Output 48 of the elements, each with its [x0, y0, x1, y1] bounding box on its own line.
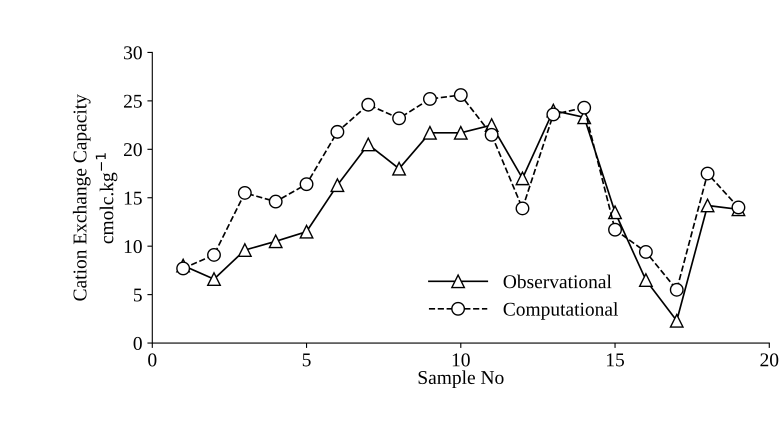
y-tick-label: 5 — [134, 288, 142, 302]
y-tick-label: 15 — [124, 192, 142, 205]
legend-label: Computational — [504, 302, 618, 320]
point — [670, 314, 684, 328]
point — [454, 126, 468, 140]
point — [608, 205, 622, 220]
x-tick-label: 15 — [607, 353, 624, 366]
x-tick-label: 0 — [148, 353, 156, 366]
point — [330, 178, 344, 192]
point — [300, 177, 314, 192]
point — [577, 100, 592, 115]
y-tick-label: 20 — [124, 143, 142, 156]
y-tick-label: 10 — [124, 240, 142, 254]
point — [422, 126, 437, 140]
point — [546, 107, 560, 122]
point — [516, 201, 530, 216]
point — [608, 222, 622, 237]
point — [207, 248, 221, 262]
point — [638, 273, 653, 288]
point — [176, 262, 190, 276]
point — [330, 124, 344, 139]
x-tick-label: 5 — [302, 354, 311, 366]
legend-label: Observational — [504, 274, 612, 288]
y-tick-label: 0 — [134, 336, 142, 350]
x-axis-title: Sample No — [418, 370, 504, 388]
point — [392, 162, 406, 176]
point — [238, 186, 252, 200]
x-tick-label: 20 — [760, 353, 778, 366]
point — [700, 198, 715, 212]
point — [392, 111, 406, 126]
point — [638, 245, 653, 259]
point — [238, 243, 252, 257]
point — [361, 98, 376, 112]
y-tick-label: 30 — [124, 46, 142, 60]
point — [670, 282, 684, 297]
point — [300, 224, 314, 239]
point — [484, 128, 499, 142]
x-tick-label: 10 — [452, 353, 470, 366]
point — [454, 88, 468, 102]
point — [268, 234, 283, 248]
point — [422, 92, 437, 106]
point — [516, 171, 530, 186]
point — [700, 166, 715, 180]
point — [207, 272, 221, 286]
y-axis-title: Cation Exchange Capacity cmolc.kg$^{−1}$ — [72, 94, 118, 301]
point — [268, 194, 283, 209]
y-tick-label: 25 — [124, 94, 142, 108]
point — [361, 138, 376, 152]
